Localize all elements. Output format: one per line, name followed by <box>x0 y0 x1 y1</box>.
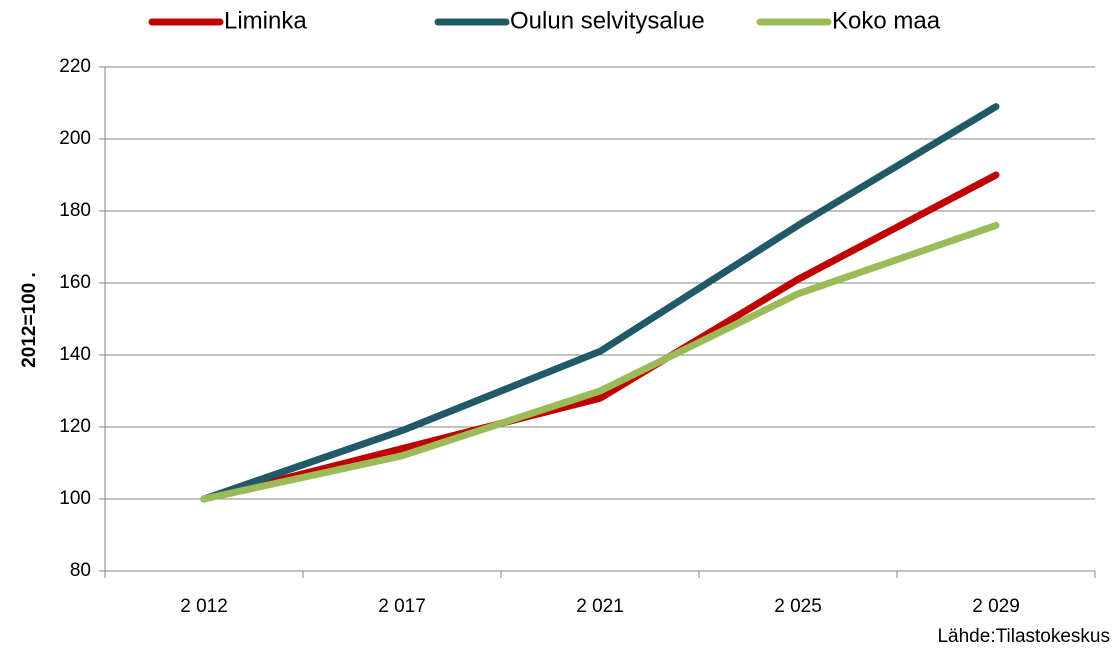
y-tick-label: 140 <box>59 344 91 365</box>
y-tick-label: 220 <box>59 56 91 77</box>
y-tick-label: 120 <box>59 416 91 437</box>
legend-label: Koko maa <box>832 7 941 34</box>
x-tick-label: 2 029 <box>972 596 1020 617</box>
x-tick-label: 2 017 <box>378 596 426 617</box>
series-line <box>200 103 1000 503</box>
y-tick-label: 180 <box>59 200 91 221</box>
legend-label: Oulun selvitysalue <box>510 7 705 34</box>
x-tick-label: 2 012 <box>180 596 228 617</box>
y-tick-label: 80 <box>70 560 91 581</box>
y-tick-label: 160 <box>59 272 91 293</box>
series-line <box>200 221 1000 503</box>
legend-label: Liminka <box>224 7 307 34</box>
x-tick-label: 2 021 <box>576 596 624 617</box>
y-axis-label: 2012=100 . <box>19 272 40 368</box>
x-tick-label: 2 025 <box>774 596 822 617</box>
y-tick-label: 100 <box>59 488 91 509</box>
source: Lähde:Tilastokeskus <box>937 626 1110 647</box>
y-tick-label: 200 <box>59 128 91 149</box>
series-line <box>200 171 1000 503</box>
